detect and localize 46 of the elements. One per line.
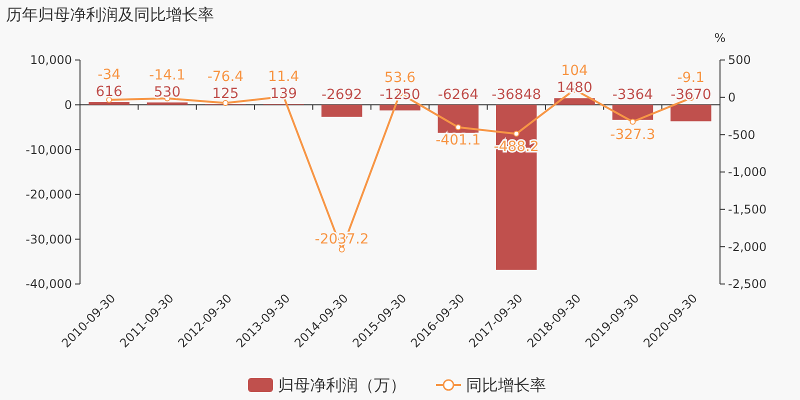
y2-tick-label: 0 — [728, 90, 736, 105]
data-label: -3670 — [670, 86, 712, 103]
bar — [146, 102, 188, 105]
bar — [321, 104, 362, 117]
y2-tick-label: -2,500 — [728, 277, 767, 292]
y-tick-label: 10,000 — [30, 53, 72, 68]
data-label: -6264 — [438, 86, 479, 103]
bar — [380, 104, 420, 110]
bar — [88, 102, 130, 105]
point — [513, 130, 520, 137]
data-label: -401.1 — [436, 132, 481, 148]
data-label: 616 — [96, 84, 123, 100]
data-label: -14.1 — [149, 67, 186, 84]
data-label: -3364 — [612, 86, 654, 103]
y-tick-label: -40,000 — [26, 277, 72, 292]
data-label: -76.4 — [207, 69, 244, 86]
data-label: 530 — [154, 84, 181, 100]
y2-tick-label: -1,500 — [728, 202, 767, 217]
data-label: 104 — [561, 63, 588, 80]
legend-label: 归母净利润（万） — [278, 376, 406, 395]
data-label: -9.1 — [677, 70, 705, 86]
y-tick-label: -10,000 — [26, 142, 72, 157]
y2-tick-label: -1,000 — [728, 165, 767, 180]
bar — [670, 104, 712, 122]
y-tick-label: 0 — [64, 98, 72, 112]
data-label: -34 — [98, 67, 121, 84]
data-label: 125 — [212, 86, 239, 102]
point — [455, 124, 462, 130]
data-label: 1480 — [556, 80, 592, 96]
chart-title: 历年归母净利润及同比增长率 — [6, 5, 214, 24]
bar — [496, 104, 537, 270]
point — [222, 100, 228, 106]
data-label: -327.3 — [610, 126, 656, 143]
y-tick-label: -20,000 — [26, 188, 72, 202]
point — [630, 118, 636, 125]
bar — [438, 104, 479, 133]
data-label: -36848 — [492, 86, 542, 103]
y2-tick-label: 500 — [728, 53, 751, 68]
legend-label: 同比增长率 — [466, 376, 546, 395]
data-label: 53.6 — [384, 70, 416, 86]
y-tick-label: -30,000 — [26, 232, 72, 246]
data-label: -2692 — [321, 86, 362, 103]
y2-axis-title: % — [714, 31, 726, 45]
data-label: 11.4 — [268, 69, 300, 86]
y2-tick-label: -2,000 — [728, 240, 767, 254]
y2-tick-label: -500 — [728, 128, 756, 142]
